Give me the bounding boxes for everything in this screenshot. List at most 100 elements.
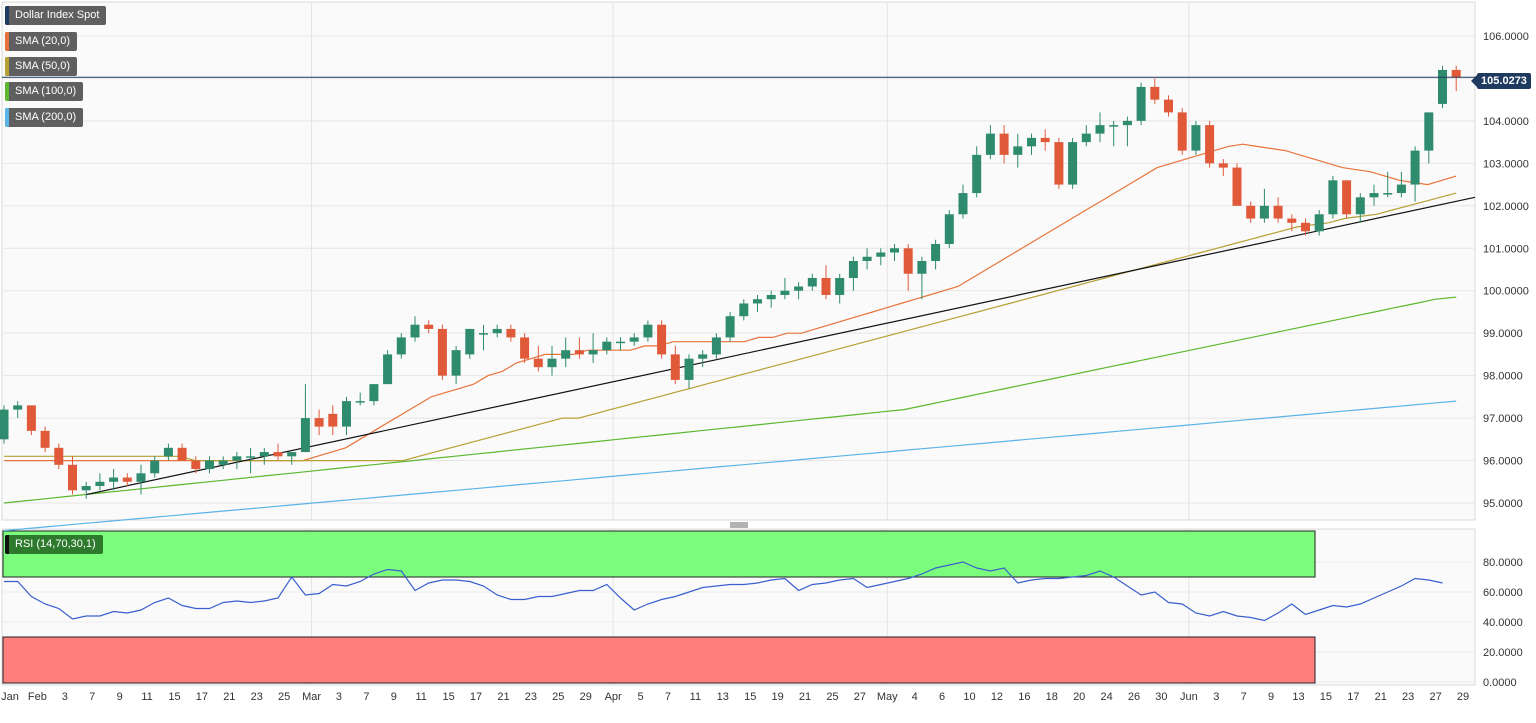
candle-body [218,460,228,465]
x-tick-label: 13 [1292,691,1304,703]
candle-body [890,248,899,253]
candle-body [616,341,625,344]
candle-body [944,214,954,245]
support-trendline [86,196,1476,496]
x-tick-label: 7 [665,691,671,703]
candle-body [150,460,160,474]
candle-body [355,401,365,403]
x-axis: Jan Feb 3 7 9 11 15 17 21 23 25 Mar 3 7 9 11 15 17 21 23 25 2… [1,691,1469,703]
candle-body [54,447,64,465]
x-tick-label: 23 [251,691,263,703]
candle-body [1109,125,1119,127]
candle-body [629,337,639,342]
candle-body [931,244,941,261]
trendline-layer [86,196,1476,496]
candle-body [766,294,776,300]
sma20-color-marker [5,32,9,51]
candle-body [410,324,420,338]
candle-body [122,477,132,482]
x-tick-label: 11 [416,691,427,703]
candle-body [1396,184,1406,194]
indicator-label-sma100[interactable]: SMA (100,0) [5,82,84,101]
rsi-layer [4,561,1443,622]
indicator-label-sma200[interactable]: SMA (200,0) [5,108,84,127]
x-tick-label: 25 [552,691,564,703]
candle-body [479,333,488,335]
x-tick-label: 15 [744,691,756,703]
sma200-color-marker [5,108,9,127]
x-tick-label: May [877,691,898,703]
candle-body [657,324,667,355]
candle-body [259,452,269,457]
rsi-tick-label: 0.0000 [1483,677,1517,689]
x-tick-label: 3 [62,691,68,703]
candle-body [1246,205,1256,219]
price-tick-label: 98.0000 [1483,371,1523,383]
rsi-oversold-zone [2,636,1316,684]
candle-body [492,328,502,334]
pane-resize-handle[interactable] [730,522,748,528]
x-tick-label: 21 [1375,691,1387,703]
x-tick-label: 24 [1100,691,1112,703]
candle-body [342,401,351,427]
candle-body [1369,193,1379,198]
chart-title-label[interactable]: Dollar Index Spot [5,6,107,25]
sma20-label-text: SMA (20,0) [15,35,71,47]
candle-body [985,133,995,155]
sma200-label-text: SMA (200,0) [15,111,77,123]
x-tick-label: 9 [391,691,397,703]
x-tick-label: 25 [278,691,290,703]
indicator-label-sma20[interactable]: SMA (20,0) [5,32,78,51]
candle-body [109,477,119,482]
candle-body [835,277,845,295]
candle-body [1259,205,1269,219]
candle-body [273,452,283,457]
candle-body [328,413,338,427]
sma200-line [3,400,1457,532]
candle-body [1273,205,1283,219]
candle-body [300,418,310,453]
candle-body [602,341,612,351]
candles-layer [0,65,1461,499]
candle-body [821,277,831,295]
indicator-label-sma50[interactable]: SMA (50,0) [5,57,78,76]
x-tick-label: 18 [1046,691,1058,703]
x-tick-label: 26 [1128,691,1140,703]
x-tick-label: Jun [1180,691,1198,703]
candle-body [26,405,36,431]
candle-body [40,430,50,448]
candle-body [232,456,242,461]
x-tick-label: 5 [637,691,643,703]
x-tick-label: 7 [363,691,369,703]
sma50-color-marker [5,57,9,76]
price-tick-label: 97.0000 [1483,413,1523,425]
candle-body [999,133,1009,155]
x-tick-label: 21 [497,691,509,703]
candle-body [711,337,721,355]
candle-body [958,193,968,215]
candle-body [163,447,173,457]
rsi-label[interactable]: RSI (14,70,30,1) [5,535,103,554]
candle-body [246,456,256,458]
candle-body [465,328,475,355]
candle-body [574,350,584,355]
candle-body [753,299,762,304]
candle-body [684,358,694,380]
candle-body [1342,180,1352,215]
candle-body [1383,193,1393,195]
x-tick-label: 21 [223,691,235,703]
candle-body [1205,125,1215,164]
x-tick-label: 3 [336,691,342,703]
candle-body [13,405,23,410]
candle-body [876,252,886,257]
candle-body [1410,150,1420,185]
x-tick-label: 3 [1213,691,1219,703]
candle-body [177,447,187,461]
rsi-color-marker [5,535,9,554]
candle-body [561,350,571,359]
candle-body [643,324,653,338]
candle-body [396,337,406,355]
candle-body [848,261,858,278]
candle-body [1040,137,1050,143]
